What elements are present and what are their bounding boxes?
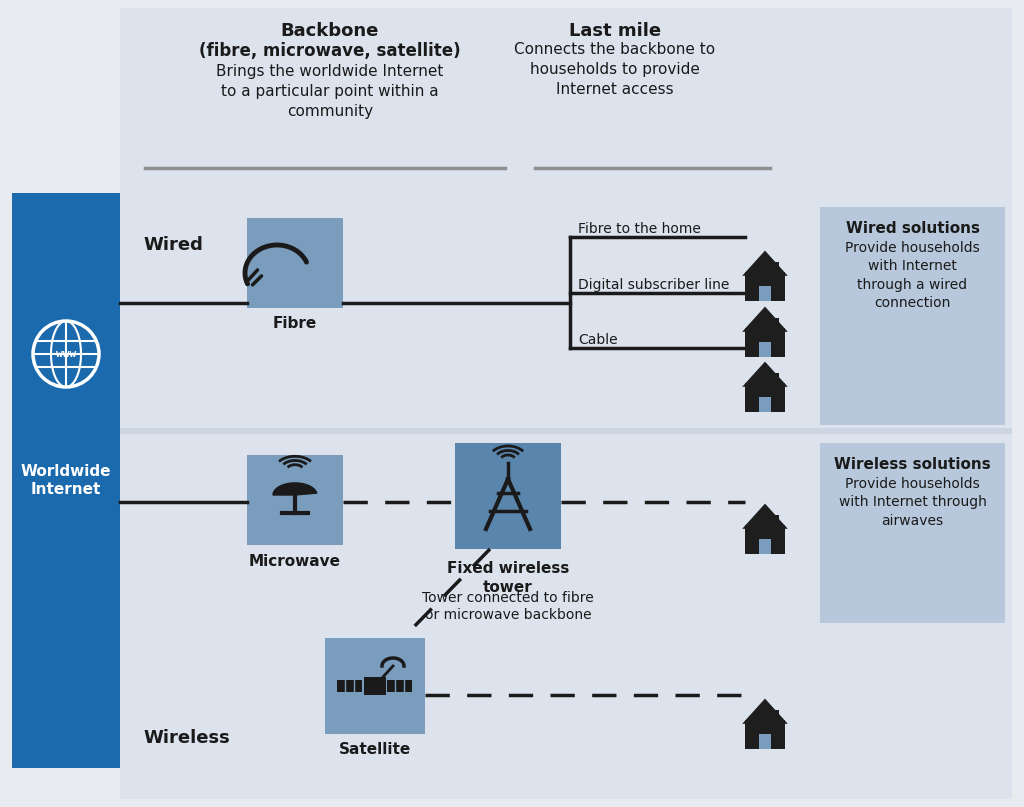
Text: Satellite: Satellite [339, 742, 411, 758]
Text: Fibre: Fibre [272, 316, 317, 332]
Text: Brings the worldwide Internet
to a particular point within a
community: Brings the worldwide Internet to a parti… [216, 64, 443, 119]
FancyBboxPatch shape [745, 720, 784, 749]
Text: Connects the backbone to
households to provide
Internet access: Connects the backbone to households to p… [514, 42, 716, 97]
FancyBboxPatch shape [325, 638, 425, 734]
Polygon shape [742, 504, 787, 529]
Text: Provide households
with Internet through
airwaves: Provide households with Internet through… [839, 477, 986, 528]
Text: Worldwide
Internet: Worldwide Internet [20, 464, 112, 497]
Text: Digital subscriber line: Digital subscriber line [578, 278, 729, 292]
Polygon shape [742, 699, 787, 724]
Text: Fibre to the home: Fibre to the home [578, 222, 700, 236]
FancyBboxPatch shape [337, 680, 362, 692]
FancyBboxPatch shape [120, 193, 1012, 428]
Text: (fibre, microwave, satellite): (fibre, microwave, satellite) [200, 42, 461, 60]
FancyBboxPatch shape [759, 342, 771, 357]
Text: Wireless: Wireless [143, 729, 229, 747]
Text: Provide households
with Internet
through a wired
connection: Provide households with Internet through… [845, 241, 980, 310]
FancyBboxPatch shape [745, 525, 784, 554]
Text: Backbone: Backbone [281, 22, 379, 40]
Text: Wireless solutions: Wireless solutions [835, 457, 991, 472]
FancyBboxPatch shape [820, 443, 1005, 623]
Text: Fixed wireless
tower: Fixed wireless tower [446, 561, 569, 595]
Polygon shape [742, 362, 787, 387]
FancyBboxPatch shape [12, 193, 120, 768]
FancyBboxPatch shape [759, 286, 771, 301]
Polygon shape [742, 307, 787, 332]
Text: Wired: Wired [143, 236, 203, 254]
FancyBboxPatch shape [120, 428, 1012, 434]
Text: Wired solutions: Wired solutions [846, 221, 980, 236]
FancyBboxPatch shape [759, 397, 771, 412]
FancyBboxPatch shape [759, 734, 771, 749]
Text: Microwave: Microwave [249, 554, 341, 568]
FancyBboxPatch shape [120, 8, 1012, 799]
FancyBboxPatch shape [759, 539, 771, 554]
FancyBboxPatch shape [387, 680, 412, 692]
Polygon shape [273, 483, 316, 495]
FancyBboxPatch shape [364, 677, 386, 695]
FancyBboxPatch shape [772, 318, 778, 336]
FancyBboxPatch shape [745, 328, 784, 357]
Text: Tower connected to fibre
or microwave backbone: Tower connected to fibre or microwave ba… [422, 591, 594, 622]
FancyBboxPatch shape [772, 515, 778, 533]
FancyBboxPatch shape [455, 443, 561, 549]
FancyBboxPatch shape [745, 272, 784, 301]
FancyBboxPatch shape [820, 207, 1005, 425]
Text: www: www [56, 349, 76, 359]
FancyBboxPatch shape [247, 455, 343, 545]
FancyBboxPatch shape [772, 710, 778, 727]
Polygon shape [742, 251, 787, 276]
FancyBboxPatch shape [772, 261, 778, 279]
FancyBboxPatch shape [772, 373, 778, 391]
FancyBboxPatch shape [247, 218, 343, 308]
FancyBboxPatch shape [745, 383, 784, 412]
FancyBboxPatch shape [120, 428, 1012, 796]
Text: Last mile: Last mile [569, 22, 662, 40]
Text: Cable: Cable [578, 333, 617, 347]
